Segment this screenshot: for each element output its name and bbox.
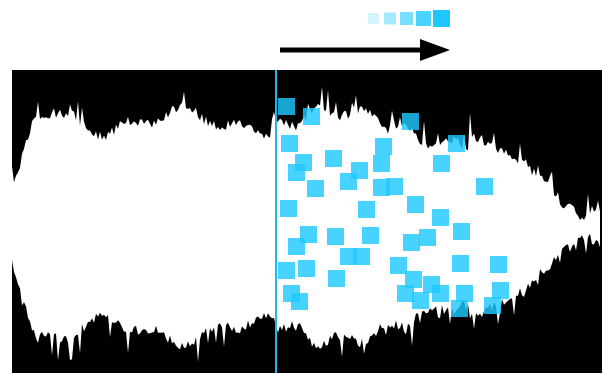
blue-square xyxy=(432,209,449,226)
legend-square xyxy=(384,12,396,25)
right-arrow-icon xyxy=(280,39,450,61)
legend-square xyxy=(416,11,431,26)
blue-square xyxy=(412,292,429,309)
blue-square xyxy=(303,108,320,125)
blue-square xyxy=(353,248,370,265)
opacity-legend xyxy=(368,10,450,27)
blue-square xyxy=(476,178,493,195)
blue-square xyxy=(278,98,295,115)
blue-square xyxy=(405,271,422,288)
blue-square xyxy=(397,285,414,302)
blue-square xyxy=(432,285,449,302)
blue-square xyxy=(291,293,308,310)
blue-square xyxy=(328,270,345,287)
blue-square xyxy=(448,135,465,152)
blue-square xyxy=(386,178,403,195)
blue-square xyxy=(280,200,297,217)
legend-square xyxy=(400,12,413,25)
blue-square xyxy=(451,300,468,317)
blue-square xyxy=(390,257,407,274)
legend-square xyxy=(433,10,450,27)
blue-square xyxy=(490,256,507,273)
blue-square xyxy=(362,227,379,244)
blue-square xyxy=(288,164,305,181)
blue-square xyxy=(358,201,375,218)
blue-square xyxy=(403,234,420,251)
blue-square xyxy=(288,238,305,255)
blue-square xyxy=(327,228,344,245)
blue-square xyxy=(407,196,424,213)
blue-square xyxy=(456,285,473,302)
blue-square xyxy=(340,248,357,265)
legend-square xyxy=(368,13,379,24)
blue-square xyxy=(278,262,295,279)
blue-square xyxy=(281,135,298,152)
blue-square xyxy=(373,179,390,196)
blue-square xyxy=(453,223,470,240)
blue-square xyxy=(419,229,436,246)
blue-square xyxy=(402,113,419,130)
blue-square xyxy=(298,260,315,277)
blue-square xyxy=(340,173,357,190)
blue-square xyxy=(492,282,509,299)
blue-square xyxy=(433,155,450,172)
scattered-squares xyxy=(278,98,509,317)
blue-square xyxy=(484,297,501,314)
blue-square xyxy=(373,155,390,172)
blue-square xyxy=(375,138,392,155)
audio-waveform xyxy=(12,86,600,362)
blue-square xyxy=(325,150,342,167)
blue-square xyxy=(307,180,324,197)
blue-square xyxy=(452,255,469,272)
